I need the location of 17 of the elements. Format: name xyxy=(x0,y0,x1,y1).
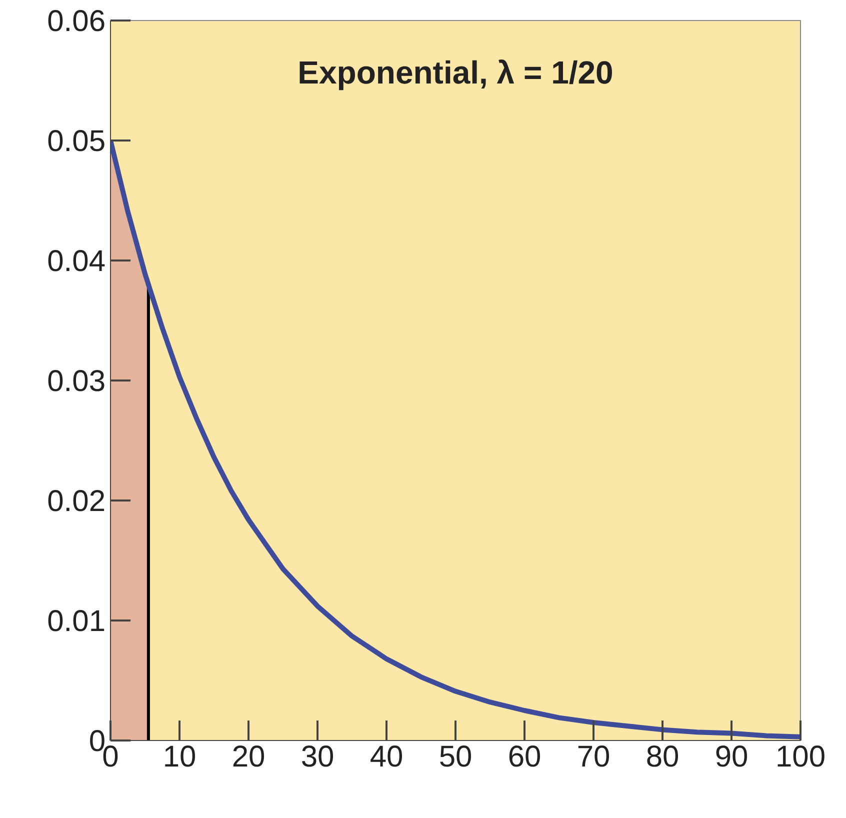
x-tick-label: 20 xyxy=(232,740,266,774)
x-tick-label: 30 xyxy=(300,740,334,774)
y-tick-label: 0.03 xyxy=(47,365,106,398)
x-tick-label: 100 xyxy=(775,740,826,774)
y-tick-label: 0.05 xyxy=(47,125,106,158)
x-tick-label: 40 xyxy=(370,740,404,774)
y-tick-label: 0.06 xyxy=(47,5,106,38)
annotation: Exponential, λ = 1/20 xyxy=(298,54,614,90)
x-tick-label: 70 xyxy=(576,740,610,774)
x-tick-label: 60 xyxy=(508,740,542,774)
x-tick-label: 50 xyxy=(438,740,472,774)
y-tick-label: 0.04 xyxy=(47,245,106,278)
x-tick-label: 80 xyxy=(646,740,680,774)
x-tick-label: 10 xyxy=(162,740,196,774)
y-tick-label: 0.01 xyxy=(47,605,106,638)
y-tick-label: 0.02 xyxy=(47,485,106,518)
x-tick-label: 90 xyxy=(714,740,748,774)
